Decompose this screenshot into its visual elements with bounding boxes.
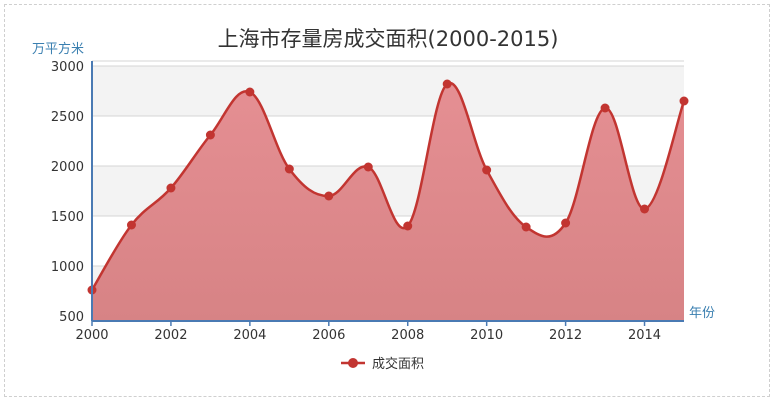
y-ticks: 500 1000 1500 2000 2500 3000 <box>51 60 84 325</box>
y-tick-label: 1000 <box>51 260 84 275</box>
x-tick-label: 2002 <box>154 328 187 343</box>
data-point-2011[interactable] <box>521 222 531 232</box>
data-point-2015[interactable] <box>679 96 689 106</box>
data-point-2013[interactable] <box>600 103 610 113</box>
x-tick-label: 2006 <box>312 328 345 343</box>
data-point-2014[interactable] <box>640 204 650 214</box>
data-point-2005[interactable] <box>284 164 294 174</box>
data-point-2001[interactable] <box>126 220 136 230</box>
x-tick-label: 2008 <box>391 328 424 343</box>
x-ticks: 2000 2002 2004 2006 2008 2010 2012 2014 <box>75 321 661 343</box>
x-tick-label: 2010 <box>470 328 503 343</box>
y-tick-label: 2000 <box>51 160 84 175</box>
legend-label: 成交面积 <box>372 356 424 372</box>
data-point-2010[interactable] <box>482 165 492 175</box>
legend-dot-icon <box>348 358 358 368</box>
y-tick-label: 2500 <box>51 110 84 125</box>
legend[interactable]: 成交面积 <box>341 356 424 372</box>
y-tick-label: 1500 <box>51 210 84 225</box>
chart-frame <box>4 4 770 397</box>
chart-title: 上海市存量房成交面积(2000-2015) <box>218 27 559 51</box>
y-tick-label: 500 <box>59 310 84 325</box>
x-tick-label: 2000 <box>75 328 108 343</box>
data-point-2006[interactable] <box>324 191 334 201</box>
series-area <box>92 83 684 322</box>
series-points <box>87 79 689 295</box>
y-tick-label: 3000 <box>51 60 84 75</box>
grid-band <box>92 61 684 66</box>
data-point-2009[interactable] <box>442 79 452 89</box>
data-point-2004[interactable] <box>245 87 255 97</box>
x-tick-label: 2004 <box>233 328 266 343</box>
data-point-2002[interactable] <box>166 183 176 193</box>
x-tick-label: 2014 <box>628 328 661 343</box>
x-axis-label: 年份 <box>689 306 715 321</box>
grid-band <box>92 66 684 116</box>
y-axis-label: 万平方米 <box>32 41 84 57</box>
data-point-2003[interactable] <box>205 130 215 140</box>
data-point-2007[interactable] <box>363 162 373 172</box>
data-point-2008[interactable] <box>403 221 413 231</box>
x-tick-label: 2012 <box>549 328 582 343</box>
data-point-2012[interactable] <box>561 218 571 228</box>
